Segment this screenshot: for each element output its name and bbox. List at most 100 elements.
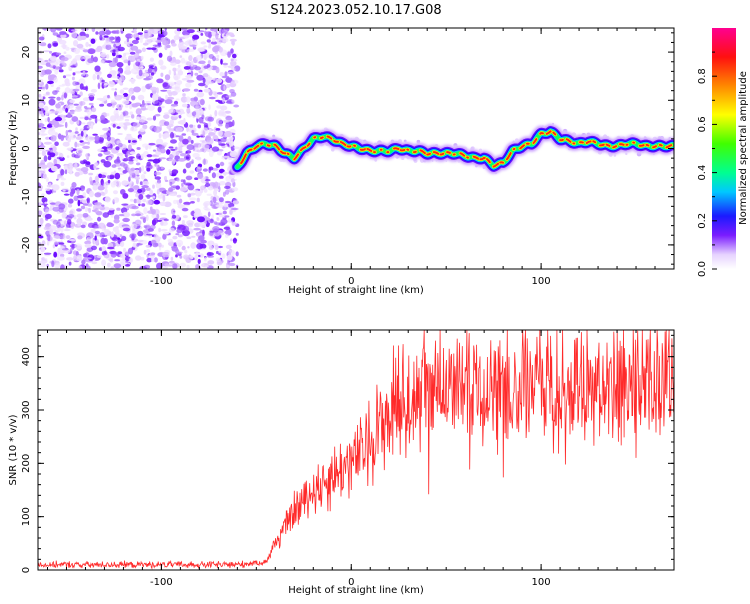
noise-blob — [158, 243, 162, 248]
noise-blob — [172, 215, 176, 219]
noise-blob — [113, 197, 119, 203]
noise-blob — [165, 180, 168, 182]
noise-blob — [97, 75, 100, 80]
noise-blob — [116, 208, 120, 211]
noise-blob — [192, 153, 199, 158]
noise-blob — [47, 235, 50, 242]
noise-blob — [41, 133, 48, 135]
noise-blob — [53, 244, 55, 248]
noise-blob — [143, 33, 149, 39]
noise-blob — [141, 165, 144, 171]
noise-blob — [207, 252, 214, 256]
noise-blob — [173, 200, 177, 204]
noise-blob — [202, 130, 205, 137]
noise-blob — [71, 32, 77, 39]
noise-blob — [205, 135, 211, 140]
noise-blob — [138, 200, 141, 203]
noise-blob — [216, 257, 221, 262]
noise-blob — [81, 186, 85, 189]
noise-blob — [110, 115, 116, 122]
noise-blob — [186, 176, 193, 181]
noise-blob — [178, 70, 183, 75]
noise-blob — [215, 100, 221, 102]
noise-blob — [146, 118, 153, 121]
noise-blob — [154, 100, 162, 106]
noise-blob — [64, 229, 71, 231]
noise-blob — [72, 58, 77, 64]
noise-blob — [143, 171, 146, 174]
noise-blob — [204, 257, 207, 262]
noise-blob — [47, 125, 52, 128]
noise-blob — [169, 193, 177, 196]
noise-blob — [109, 62, 117, 67]
noise-blob — [65, 108, 68, 113]
noise-blob — [123, 228, 130, 232]
noise-blob — [115, 146, 119, 150]
snr-xtick-label: -100 — [150, 577, 173, 588]
noise-blob — [42, 85, 46, 90]
noise-blob — [61, 63, 66, 65]
noise-blob — [51, 166, 58, 172]
noise-blob — [97, 255, 102, 258]
noise-blob — [129, 104, 132, 109]
noise-blob — [60, 246, 63, 249]
noise-blob — [151, 252, 155, 255]
noise-blob — [158, 107, 162, 113]
noise-blob — [149, 83, 152, 87]
noise-blob — [115, 173, 121, 180]
noise-blob — [39, 37, 45, 41]
noise-blob — [71, 222, 75, 229]
noise-blob — [123, 170, 127, 174]
noise-blob — [197, 238, 205, 243]
noise-blob — [59, 31, 66, 35]
colorbar-tick-label: 0.4 — [697, 165, 708, 181]
noise-blob — [142, 181, 149, 185]
noise-blob — [45, 111, 49, 116]
noise-blob — [145, 146, 148, 151]
noise-blob — [208, 60, 211, 64]
noise-blob — [69, 99, 75, 103]
noise-blob — [120, 73, 123, 76]
noise-blob — [69, 69, 72, 71]
noise-blob — [69, 239, 76, 241]
noise-blob — [134, 28, 137, 35]
noise-blob — [216, 251, 219, 254]
heatmap-content — [35, 25, 678, 272]
noise-blob — [135, 255, 141, 261]
noise-blob — [160, 213, 166, 215]
noise-blob — [82, 199, 87, 203]
noise-blob — [188, 223, 193, 228]
snr-series-line — [38, 330, 674, 568]
noise-blob — [187, 144, 195, 150]
noise-blob — [125, 65, 130, 72]
noise-blob — [76, 208, 82, 211]
noise-blob — [224, 204, 229, 208]
noise-blob — [168, 187, 173, 192]
noise-blob — [222, 156, 229, 158]
noise-blob — [88, 208, 91, 213]
noise-blob — [63, 235, 65, 240]
noise-blob — [136, 244, 139, 246]
noise-blob — [128, 60, 131, 66]
noise-blob — [99, 31, 106, 36]
noise-blob — [44, 253, 52, 255]
noise-blob — [208, 132, 215, 136]
noise-blob — [133, 242, 136, 247]
noise-blob — [180, 42, 186, 45]
noise-blob — [102, 181, 105, 186]
noise-blob — [231, 100, 234, 103]
noise-blob — [138, 240, 144, 242]
heatmap-ytick-label: 10 — [21, 94, 32, 107]
noise-blob — [53, 43, 58, 47]
noise-blob — [203, 45, 207, 47]
noise-blob — [158, 228, 161, 233]
noise-blob — [187, 246, 189, 248]
noise-blob — [222, 97, 225, 103]
noise-blob — [68, 130, 72, 133]
noise-blob — [108, 208, 114, 211]
noise-blob — [64, 51, 67, 54]
ridge-core-red — [321, 137, 323, 138]
noise-blob — [118, 143, 123, 147]
noise-blob — [86, 257, 92, 259]
noise-blob — [71, 182, 76, 188]
